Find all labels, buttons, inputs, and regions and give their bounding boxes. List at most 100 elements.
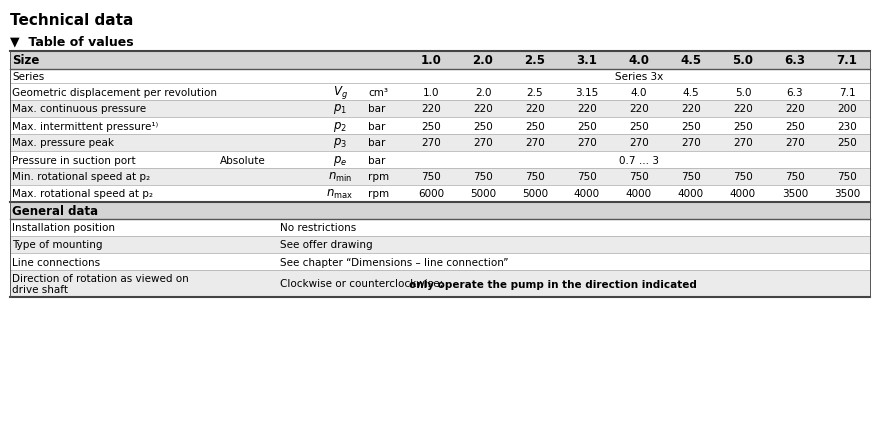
Text: only operate the pump in the direction indicated: only operate the pump in the direction i…: [408, 279, 697, 289]
Text: 750: 750: [629, 172, 649, 182]
Text: 4.5: 4.5: [680, 54, 701, 67]
Text: Max. rotational speed at p₂: Max. rotational speed at p₂: [12, 189, 153, 199]
Bar: [10, 84, 870, 101]
Text: 5000: 5000: [470, 189, 496, 199]
Text: 4.5: 4.5: [683, 87, 700, 97]
Text: Installation position: Installation position: [12, 223, 115, 233]
Text: rpm: rpm: [368, 189, 389, 199]
Text: cm³: cm³: [368, 87, 388, 97]
Text: $\mathit{n}_{\mathrm{max}}$: $\mathit{n}_{\mathrm{max}}$: [326, 187, 354, 201]
Text: 1.0: 1.0: [422, 87, 439, 97]
Bar: [10, 253, 870, 270]
Text: 250: 250: [577, 121, 597, 131]
Text: Direction of rotation as viewed on
drive shaft: Direction of rotation as viewed on drive…: [12, 273, 188, 295]
Text: 750: 750: [577, 172, 597, 182]
Text: Max. intermittent pressure¹⁾: Max. intermittent pressure¹⁾: [12, 121, 158, 131]
Text: $\mathit{n}_{\mathrm{min}}$: $\mathit{n}_{\mathrm{min}}$: [328, 171, 352, 184]
Bar: [10, 220, 870, 237]
Bar: [10, 237, 870, 253]
Text: Max. pressure peak: Max. pressure peak: [12, 138, 114, 148]
Text: rpm: rpm: [368, 172, 389, 182]
Text: 4.0: 4.0: [628, 54, 649, 67]
Text: 220: 220: [422, 104, 441, 114]
Text: Series: Series: [12, 72, 44, 82]
Text: 200: 200: [837, 104, 857, 114]
Text: 220: 220: [681, 104, 700, 114]
Text: 6.3: 6.3: [784, 54, 805, 67]
Text: 750: 750: [422, 172, 441, 182]
Bar: [10, 118, 870, 135]
Text: Min. rotational speed at p₂: Min. rotational speed at p₂: [12, 172, 150, 182]
Text: $\mathit{V}_{g}$: $\mathit{V}_{g}$: [333, 84, 348, 101]
Bar: [10, 52, 870, 70]
Text: 750: 750: [733, 172, 753, 182]
Text: 5.0: 5.0: [732, 54, 753, 67]
Text: No restrictions: No restrictions: [280, 223, 356, 233]
Text: bar: bar: [368, 104, 385, 114]
Text: 0.7 … 3: 0.7 … 3: [619, 155, 659, 165]
Text: 250: 250: [629, 121, 649, 131]
Text: $\mathit{p}_{2}$: $\mathit{p}_{2}$: [333, 119, 347, 133]
Text: bar: bar: [368, 155, 385, 165]
Text: Geometric displacement per revolution: Geometric displacement per revolution: [12, 87, 217, 97]
Bar: [10, 203, 870, 220]
Text: 270: 270: [785, 138, 805, 148]
Bar: [10, 151, 870, 169]
Bar: [10, 169, 870, 186]
Text: 2.5: 2.5: [527, 87, 543, 97]
Text: 7.1: 7.1: [837, 54, 857, 67]
Text: 4000: 4000: [626, 189, 652, 199]
Text: 220: 220: [733, 104, 753, 114]
Bar: [10, 135, 870, 151]
Text: 6.3: 6.3: [787, 87, 803, 97]
Text: 4000: 4000: [730, 189, 756, 199]
Text: 270: 270: [681, 138, 700, 148]
Text: 270: 270: [577, 138, 597, 148]
Text: 1.0: 1.0: [421, 54, 442, 67]
Text: $\mathit{p}_{3}$: $\mathit{p}_{3}$: [333, 136, 347, 150]
Text: 250: 250: [525, 121, 545, 131]
Text: 230: 230: [837, 121, 857, 131]
Text: 270: 270: [733, 138, 753, 148]
Text: 750: 750: [473, 172, 493, 182]
Bar: [10, 186, 870, 203]
Bar: [10, 270, 870, 297]
Text: 7.1: 7.1: [839, 87, 855, 97]
Text: 2.0: 2.0: [474, 87, 491, 97]
Text: 4000: 4000: [574, 189, 600, 199]
Text: Series 3x: Series 3x: [615, 72, 664, 82]
Text: bar: bar: [368, 121, 385, 131]
Text: See offer drawing: See offer drawing: [280, 240, 372, 250]
Text: 750: 750: [681, 172, 700, 182]
Text: Line connections: Line connections: [12, 257, 100, 267]
Text: 3.15: 3.15: [576, 87, 598, 97]
Text: 250: 250: [681, 121, 700, 131]
Text: Pressure in suction port: Pressure in suction port: [12, 155, 136, 165]
Text: 4000: 4000: [678, 189, 704, 199]
Text: 270: 270: [422, 138, 441, 148]
Text: 2.5: 2.5: [524, 54, 546, 67]
Text: 3500: 3500: [781, 189, 808, 199]
Text: 6000: 6000: [418, 189, 444, 199]
Text: 3.1: 3.1: [576, 54, 598, 67]
Text: See chapter “Dimensions – line connection”: See chapter “Dimensions – line connectio…: [280, 257, 509, 267]
Text: General data: General data: [12, 204, 99, 217]
Text: 220: 220: [785, 104, 805, 114]
Text: 750: 750: [837, 172, 857, 182]
Text: 5.0: 5.0: [735, 87, 752, 97]
Text: 4.0: 4.0: [631, 87, 648, 97]
Text: 220: 220: [525, 104, 545, 114]
Text: 250: 250: [733, 121, 753, 131]
Text: 5000: 5000: [522, 189, 548, 199]
Text: 250: 250: [837, 138, 857, 148]
Text: ▼  Table of values: ▼ Table of values: [10, 35, 134, 48]
Text: $\mathit{p}_{1}$: $\mathit{p}_{1}$: [333, 102, 347, 116]
Text: 3500: 3500: [834, 189, 860, 199]
Text: 2.0: 2.0: [473, 54, 494, 67]
Text: 220: 220: [473, 104, 493, 114]
Text: 250: 250: [422, 121, 441, 131]
Text: 270: 270: [473, 138, 493, 148]
Text: Clockwise or counterclockwise;: Clockwise or counterclockwise;: [280, 279, 446, 289]
Text: Size: Size: [12, 54, 40, 67]
Text: Absolute: Absolute: [220, 155, 266, 165]
